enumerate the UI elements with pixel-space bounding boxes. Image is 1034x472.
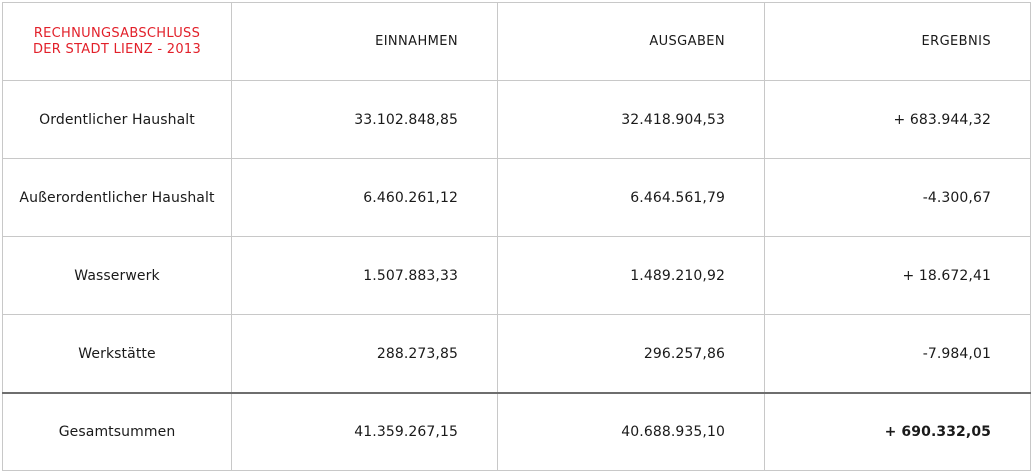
table-title-cell: RECHNUNGSABSCHLUSS DER STADT LIENZ - 201… bbox=[2, 2, 232, 81]
result-cell: -4.300,67 bbox=[764, 158, 1031, 237]
income-cell: 33.102.848,85 bbox=[231, 80, 498, 159]
total-label: Gesamtsummen bbox=[2, 392, 232, 471]
result-cell: -7.984,01 bbox=[764, 314, 1031, 394]
expenses-cell: 6.464.561,79 bbox=[497, 158, 765, 237]
table-title-line-2: DER STADT LIENZ - 2013 bbox=[32, 41, 202, 57]
total-row: Gesamtsummen 41.359.267,15 40.688.935,10… bbox=[2, 392, 1031, 471]
total-expenses-cell: 40.688.935,10 bbox=[497, 392, 765, 471]
row-label: Ordentlicher Haushalt bbox=[2, 80, 232, 159]
income-cell: 6.460.261,12 bbox=[231, 158, 498, 237]
income-cell: 1.507.883,33 bbox=[231, 236, 498, 315]
row-label: Außerordentlicher Haushalt bbox=[2, 158, 232, 237]
row-label: Werkstätte bbox=[2, 314, 232, 394]
total-income-cell: 41.359.267,15 bbox=[231, 392, 498, 471]
header-row: RECHNUNGSABSCHLUSS DER STADT LIENZ - 201… bbox=[2, 2, 1031, 81]
table-row: Außerordentlicher Haushalt 6.460.261,12 … bbox=[2, 158, 1031, 237]
column-header-expenses: AUSGABEN bbox=[497, 2, 765, 81]
column-header-income: EINNAHMEN bbox=[231, 2, 498, 81]
table-row: Werkstätte 288.273,85 296.257,86 -7.984,… bbox=[2, 314, 1031, 394]
result-cell: + 18.672,41 bbox=[764, 236, 1031, 315]
table-row: Wasserwerk 1.507.883,33 1.489.210,92 + 1… bbox=[2, 236, 1031, 315]
expenses-cell: 1.489.210,92 bbox=[497, 236, 765, 315]
total-result-cell: + 690.332,05 bbox=[764, 392, 1031, 471]
expenses-cell: 32.418.904,53 bbox=[497, 80, 765, 159]
table-title-line-1: RECHNUNGSABSCHLUSS bbox=[33, 25, 201, 41]
result-cell: + 683.944,32 bbox=[764, 80, 1031, 159]
expenses-cell: 296.257,86 bbox=[497, 314, 765, 394]
income-cell: 288.273,85 bbox=[231, 314, 498, 394]
table-row: Ordentlicher Haushalt 33.102.848,85 32.4… bbox=[2, 80, 1031, 159]
row-label: Wasserwerk bbox=[2, 236, 232, 315]
column-header-result: ERGEBNIS bbox=[764, 2, 1031, 81]
